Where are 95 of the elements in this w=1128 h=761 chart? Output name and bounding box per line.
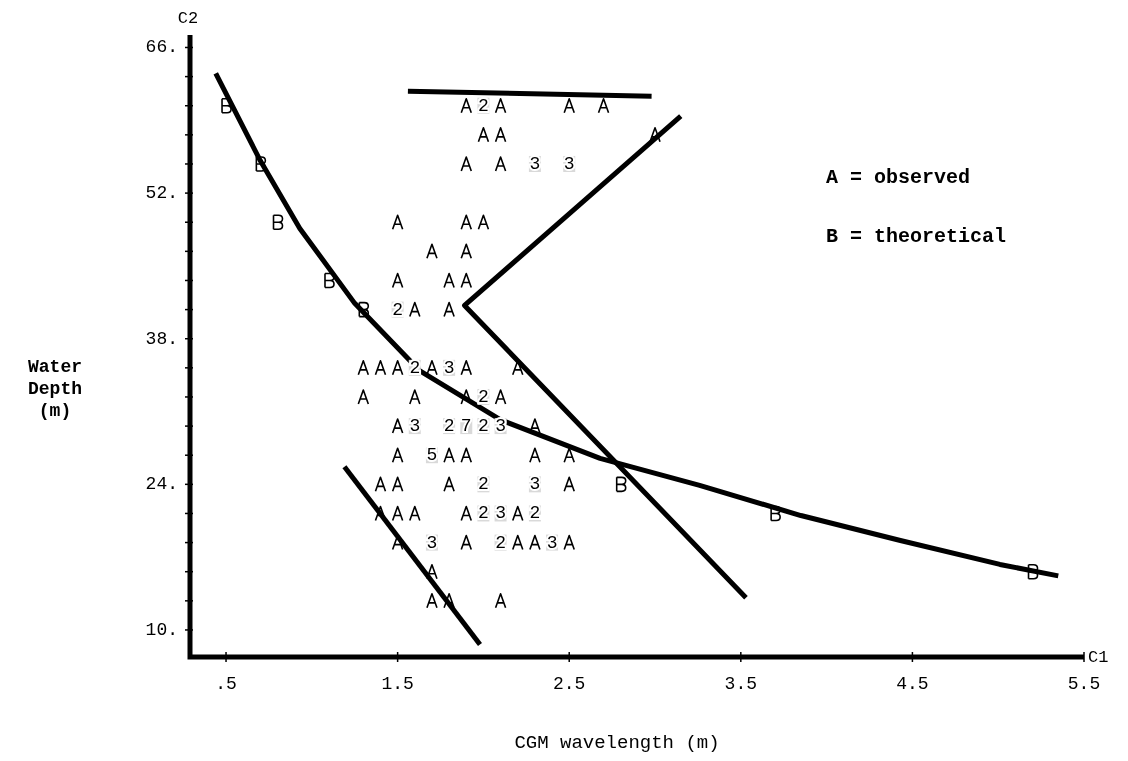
point	[460, 243, 473, 260]
point	[494, 593, 507, 609]
y-tick-label: 52.	[145, 183, 178, 204]
annotation: 2	[478, 386, 489, 407]
point	[426, 360, 438, 376]
annotation: 7	[460, 416, 472, 437]
point	[391, 360, 404, 376]
point	[597, 97, 610, 114]
annotation: 3	[409, 416, 421, 437]
x-axis-title: CGM wavelength (m)	[514, 732, 720, 754]
y-tick-label: 10.	[145, 619, 178, 640]
point	[391, 272, 404, 289]
point	[460, 272, 473, 289]
y-tick-label: 24.	[145, 474, 178, 495]
text: C2	[177, 8, 199, 28]
point	[511, 360, 524, 376]
point	[477, 214, 490, 231]
annotation: 5	[426, 445, 438, 466]
y-tick-label: 66.	[145, 37, 178, 58]
point	[649, 127, 661, 143]
annotation: 3	[563, 153, 575, 174]
point	[529, 534, 541, 551]
point	[255, 156, 267, 172]
annotation: 2	[495, 532, 506, 553]
point	[272, 214, 284, 231]
point	[374, 476, 387, 493]
point	[460, 447, 473, 464]
point	[477, 127, 490, 143]
annotation: 3	[546, 532, 558, 553]
point	[460, 389, 473, 405]
point	[408, 389, 421, 405]
point	[494, 389, 507, 405]
annotation: 3	[529, 153, 541, 174]
annotation: 2	[409, 357, 421, 378]
point	[494, 97, 507, 114]
y-axis-title: Water Depth (m)	[27, 357, 83, 421]
annotation: 3	[443, 357, 455, 378]
point	[563, 476, 576, 493]
point	[460, 505, 473, 522]
point	[358, 301, 370, 318]
point	[460, 360, 473, 376]
point	[408, 301, 421, 318]
x-tick-label: 1.5	[381, 674, 414, 694]
point	[357, 360, 370, 376]
point	[443, 272, 455, 289]
point	[426, 243, 438, 260]
annotation: 3	[495, 503, 506, 524]
point	[529, 418, 541, 434]
annotation: 3	[529, 474, 541, 495]
point	[408, 505, 421, 522]
y-tick-label: 38.	[145, 328, 178, 349]
annotation: 3	[426, 532, 438, 553]
annotation: 3	[495, 416, 506, 437]
x-tick-label: .5	[215, 674, 237, 694]
point	[426, 593, 438, 609]
point	[460, 214, 473, 231]
annotation: 2	[478, 95, 489, 116]
x-tick-label: 3.5	[724, 674, 758, 694]
annotation: 2	[392, 299, 404, 320]
annotation: 2	[478, 503, 489, 524]
annotation: 2	[478, 474, 489, 495]
x-tick-label: 5.5	[1067, 674, 1101, 694]
point	[615, 476, 627, 493]
point	[563, 534, 576, 551]
point	[391, 505, 404, 522]
point	[357, 389, 370, 405]
point	[460, 97, 473, 114]
point	[494, 156, 507, 172]
point	[563, 97, 576, 114]
annotation: 2	[443, 416, 455, 437]
annotation: 2	[478, 416, 489, 437]
point	[511, 505, 524, 522]
annotation: B = theoretical	[826, 224, 1007, 248]
point	[374, 360, 387, 376]
point	[426, 563, 438, 580]
point	[1027, 563, 1039, 580]
point	[563, 447, 576, 464]
point	[391, 447, 404, 464]
point	[529, 447, 541, 464]
point	[443, 476, 455, 493]
text: C1	[1088, 647, 1109, 667]
point	[391, 476, 404, 493]
point	[443, 447, 455, 464]
x-tick-label: 4.5	[896, 674, 929, 694]
point	[391, 214, 404, 231]
point	[391, 418, 404, 434]
point	[460, 534, 473, 551]
point	[511, 534, 524, 551]
annotation: 2	[529, 503, 541, 524]
point	[443, 593, 455, 609]
annotation: A = observed	[826, 165, 971, 189]
point	[460, 156, 473, 172]
point	[443, 301, 455, 318]
point	[494, 127, 507, 143]
x-tick-label: 2.5	[553, 674, 586, 694]
